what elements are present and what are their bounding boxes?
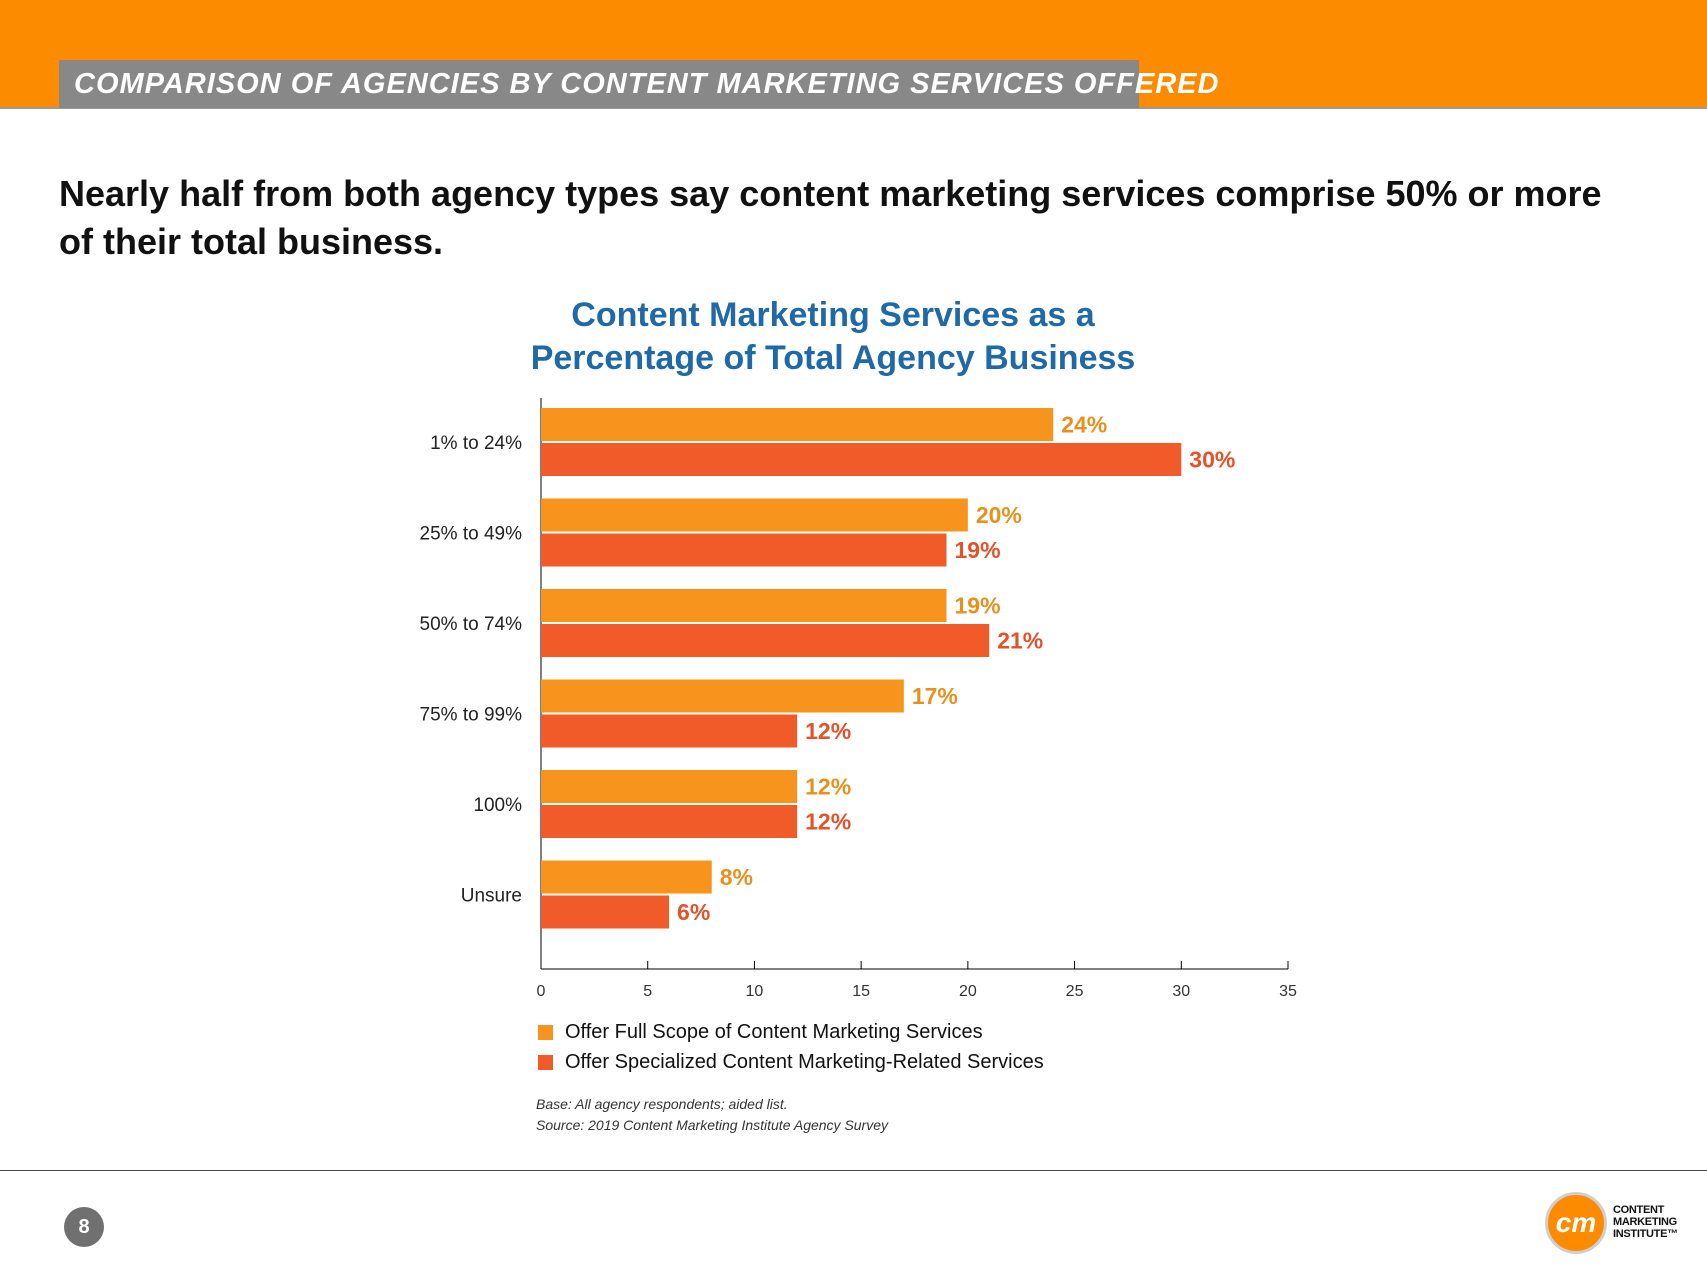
legend-swatch-specialized	[538, 1054, 553, 1070]
bar-value-label: 19%	[955, 537, 1001, 563]
x-tick-label-10: 10	[746, 983, 764, 1000]
source-note: Source: 2019 Content Marketing Institute…	[536, 1117, 889, 1133]
category-label: 25% to 49%	[420, 524, 523, 545]
bar-value-label: 6%	[677, 899, 710, 925]
bar-series-1	[541, 408, 1054, 441]
bar-series-2	[541, 805, 798, 838]
x-tick-label-30: 30	[1172, 983, 1190, 1000]
x-tick-label-0: 0	[537, 983, 546, 1000]
header-divider	[0, 107, 1707, 109]
legend-label-full-scope: Offer Full Scope of Content Marketing Se…	[565, 1020, 983, 1043]
bar-series-1	[541, 589, 947, 622]
category-label: 50% to 74%	[420, 614, 523, 635]
bar-value-label: 12%	[805, 718, 851, 744]
category-label: 1% to 24%	[430, 433, 522, 454]
bar-chart: 0 5 10 15 20 25 30 35 1% to 24% 24% 30% 25% to 49% 2…	[420, 398, 1297, 1000]
bar-series-1	[541, 679, 904, 713]
bar-value-label: 19%	[955, 593, 1001, 619]
legend-item-specialized: Offer Specialized Content Marketing-Rela…	[538, 1047, 1044, 1077]
bar-series-2	[541, 533, 947, 567]
legend-label-specialized: Offer Specialized Content Marketing-Rela…	[565, 1050, 1044, 1073]
bar-series-1	[541, 860, 712, 894]
category-label: 100%	[473, 795, 522, 816]
category-label: Unsure	[461, 886, 522, 907]
bar-series-1	[541, 498, 968, 532]
bar-value-label: 24%	[1061, 412, 1107, 438]
bar-value-label: 12%	[805, 774, 851, 800]
x-tick-label-15: 15	[852, 983, 870, 1000]
bar-series-2	[541, 624, 990, 657]
legend-item-full-scope: Offer Full Scope of Content Marketing Se…	[538, 1017, 1044, 1047]
base-note: Base: All agency respondents; aided list…	[536, 1096, 788, 1112]
bar-series-2	[541, 714, 798, 748]
page-number: 8	[64, 1207, 104, 1247]
bar-series-2	[541, 895, 670, 929]
section-title: COMPARISON OF AGENCIES BY CONTENT MARKET…	[74, 67, 1220, 100]
cmi-logo: cm CONTENT MARKETING INSTITUTE™	[1545, 1192, 1695, 1262]
chart-title-line-2: Percentage of Total Agency Business	[530, 339, 1136, 377]
category-label: 75% to 99%	[420, 705, 523, 726]
bar-value-label: 30%	[1189, 447, 1235, 473]
x-tick-label-20: 20	[959, 983, 977, 1000]
bar-series-2	[541, 443, 1182, 476]
x-tick-label-5: 5	[643, 983, 652, 1000]
logo-line-3: INSTITUTE™	[1613, 1228, 1678, 1240]
chart-notes: Base: All agency respondents; aided list…	[536, 1094, 888, 1136]
bar-value-label: 12%	[805, 809, 851, 835]
x-tick-label-35: 35	[1279, 983, 1297, 1000]
bar-value-label: 21%	[997, 628, 1043, 654]
bar-value-label: 8%	[720, 864, 753, 890]
chart-title: Content Marketing Services as a Percenta…	[500, 294, 1166, 380]
logo-line-2: MARKETING	[1613, 1216, 1677, 1228]
legend-swatch-full-scope	[538, 1024, 553, 1040]
x-tick-label-25: 25	[1066, 983, 1084, 1000]
headline: Nearly half from both agency types say c…	[59, 173, 1602, 262]
footer-divider	[0, 1170, 1707, 1171]
bar-value-label: 17%	[912, 683, 958, 709]
section-title-tab: COMPARISON OF AGENCIES BY CONTENT MARKET…	[59, 60, 1218, 108]
chart-legend: Offer Full Scope of Content Marketing Se…	[538, 1017, 1044, 1077]
bar-series-1	[541, 770, 798, 803]
logo-wordmark: CONTENT MARKETING INSTITUTE™	[1613, 1204, 1678, 1240]
bar-value-label: 20%	[976, 502, 1022, 528]
logo-line-1: CONTENT	[1613, 1204, 1665, 1216]
cm-logo-icon: cm	[1545, 1192, 1607, 1254]
chart-title-line-1: Content Marketing Services as a	[571, 296, 1095, 334]
